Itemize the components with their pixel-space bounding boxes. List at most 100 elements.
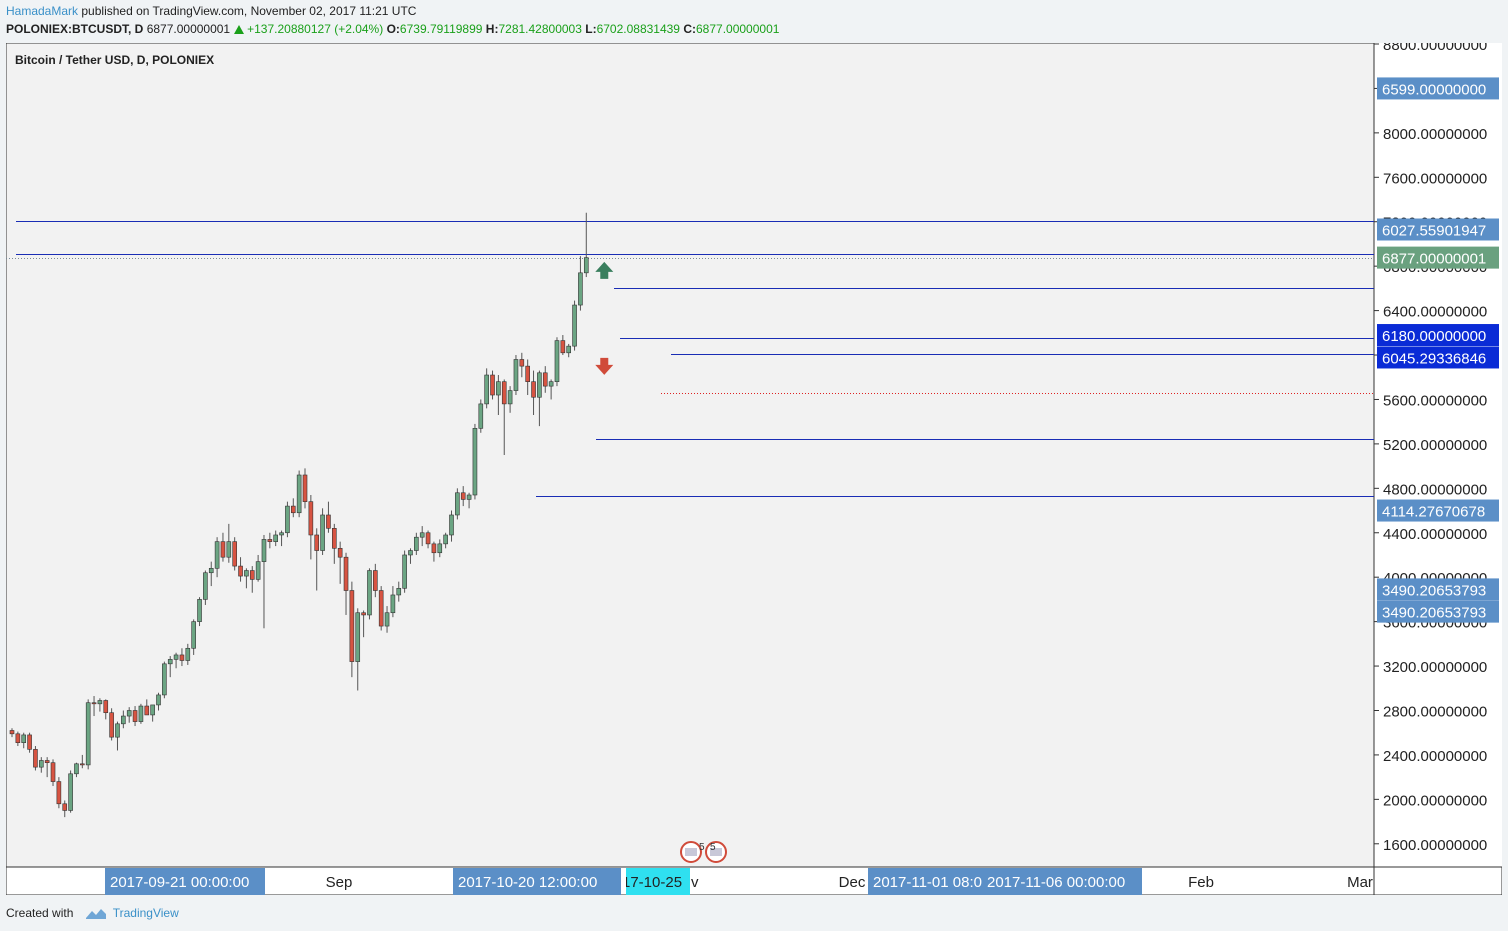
candle-body (232, 541, 237, 567)
candle-body (396, 587, 402, 596)
up-triangle-icon (234, 25, 245, 34)
candle-body (320, 514, 325, 551)
candle-body (455, 492, 460, 516)
y-tick-label: 8000.00000000 (1383, 126, 1487, 143)
candle-body (138, 705, 144, 722)
axis-corner (1373, 866, 1503, 896)
x-tick-label: Sep (326, 874, 353, 891)
plot-area[interactable] (5, 42, 1375, 868)
candle-body (472, 428, 478, 496)
candle-body (121, 715, 126, 725)
time-highlight-label: 2017-11-06 00:00:00 (987, 874, 1125, 891)
y-tick-label: 6400.00000000 (1383, 304, 1487, 321)
candle-body (537, 372, 542, 398)
candle-body (531, 381, 536, 398)
close-label: C: (683, 22, 696, 36)
candle-body (109, 712, 114, 738)
candle-body (44, 760, 50, 763)
candle-body (460, 492, 466, 500)
time-highlight-box (453, 868, 621, 895)
candle-body (68, 773, 73, 811)
candle-body (226, 541, 232, 558)
y-tick-label: 5200.00000000 (1383, 437, 1487, 454)
candle-body (255, 561, 261, 580)
candle-body (378, 590, 384, 627)
price-label-text: 6045.29336846 (1382, 350, 1486, 367)
y-tick-label: 1600.00000000 (1383, 837, 1487, 854)
candle-body (443, 534, 448, 545)
candle-body (290, 505, 296, 514)
y-tick-label: 7600.00000000 (1383, 170, 1487, 187)
candle-body (308, 501, 314, 536)
price-label-text: 3490.20653793 (1382, 582, 1486, 599)
candle-body (150, 704, 155, 716)
candle-body (21, 734, 27, 743)
price-label-box (1377, 246, 1499, 269)
x-tick-label: Mar (1347, 874, 1373, 891)
tradingview-link[interactable]: TradingView (112, 906, 179, 920)
price-label-text: 4114.27670678 (1382, 504, 1485, 521)
time-highlight-box (105, 868, 265, 895)
candle-body (390, 594, 396, 614)
candle-body (373, 570, 378, 591)
candle-body (15, 733, 21, 744)
candle-body (33, 749, 38, 768)
price-label-box (1377, 77, 1499, 100)
candle-body (490, 374, 495, 396)
candle-body (355, 612, 361, 662)
candle-body (38, 760, 44, 768)
candle-body (203, 572, 208, 600)
time-highlight-box (626, 868, 690, 895)
candle-body (249, 570, 255, 580)
candle-body (525, 365, 530, 382)
candle-body (191, 621, 196, 649)
price-label-box (1377, 324, 1499, 347)
candle-body (126, 710, 132, 717)
low-value: 6702.08831439 (596, 22, 680, 36)
candle-body (437, 543, 443, 554)
price-label-text: 6877.00000001 (1382, 251, 1486, 268)
time-highlight-label: 2017-11-01 08:00:00 (873, 874, 1011, 891)
x-tick-label: Dec (839, 874, 866, 891)
y-tick-label: 4800.00000000 (1383, 481, 1487, 498)
candle-body (449, 514, 454, 536)
price-labels: 6599.00000000 6027.55901947 6877.00000001 6… (1377, 77, 1499, 623)
candle-body (50, 762, 56, 782)
price-label-text: 6180.00000000 (1382, 328, 1486, 345)
ticker-last: 6877.00000001 (146, 22, 231, 36)
candle-body (261, 539, 267, 562)
chart-area[interactable]: Bitcoin / Tether USD, D, POLONIEX 1600.0… (5, 37, 1503, 896)
event-count: 5 (710, 842, 716, 853)
candle-body (548, 381, 554, 387)
price-label-box (1377, 218, 1499, 241)
candle-body (156, 694, 161, 706)
candle-body (337, 548, 343, 558)
flag-stripes (685, 848, 697, 856)
candle-body (208, 568, 214, 574)
candle-body (162, 663, 167, 696)
time-highlight-label: 2017-10-20 12:00:00 (458, 874, 597, 891)
candle-body (367, 570, 372, 616)
publisher-link[interactable]: HamadaMark (6, 4, 79, 18)
publish-header: HamadaMark published on TradingView.com,… (6, 4, 416, 18)
tradingview-logo-icon (85, 908, 106, 919)
candle-body (326, 514, 331, 529)
candle-body (97, 700, 103, 705)
candle-body (185, 647, 191, 661)
candle-body (384, 612, 390, 627)
candle-body (273, 534, 279, 542)
candle-body (484, 374, 489, 405)
candle-body (349, 590, 355, 662)
price-axis[interactable] (1374, 43, 1502, 867)
open-label: O: (386, 22, 400, 36)
candle-body (572, 304, 577, 347)
candle-body (214, 541, 220, 569)
candle-body (244, 570, 249, 577)
candlestick-chart[interactable]: Bitcoin / Tether USD, D, POLONIEX 1600.0… (5, 37, 1503, 896)
candle-body (361, 612, 366, 616)
candle-body (542, 372, 548, 387)
candle-body (402, 554, 407, 589)
candle-body (466, 494, 472, 500)
candle-body (331, 528, 337, 549)
